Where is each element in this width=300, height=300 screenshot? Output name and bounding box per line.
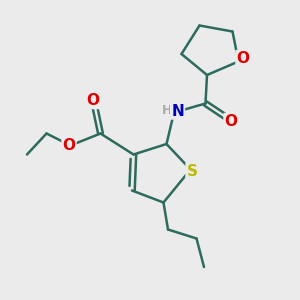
Text: O: O — [236, 51, 250, 66]
Text: O: O — [224, 114, 238, 129]
Text: S: S — [187, 164, 197, 178]
Text: O: O — [62, 138, 76, 153]
Text: O: O — [86, 93, 100, 108]
Text: H: H — [162, 103, 172, 117]
Text: N: N — [171, 103, 184, 118]
